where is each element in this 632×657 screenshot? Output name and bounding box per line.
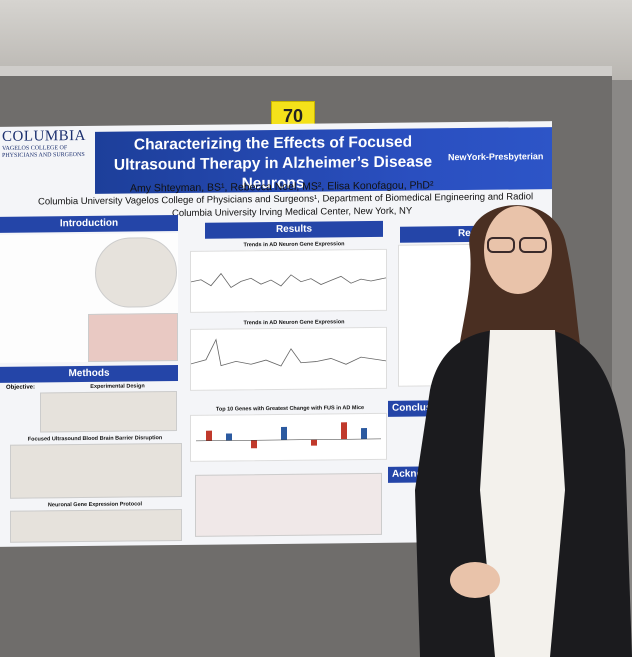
logo-subtitle: VAGELOS COLLEGE OF PHYSICIANS AND SURGEO… xyxy=(2,145,85,159)
line-plot xyxy=(190,272,387,289)
bar xyxy=(311,439,317,446)
intro-image xyxy=(88,313,178,362)
figure-title: Neuronal Gene Expression Protocol xyxy=(47,501,143,509)
figure-title: Trends in AD Neuron Gene Expression xyxy=(243,241,345,249)
bar xyxy=(281,426,287,440)
logo-name: COLUMBIA xyxy=(2,127,87,145)
bar xyxy=(361,428,367,440)
bar xyxy=(341,422,347,440)
figure-title: Trends in AD Neuron Gene Expression xyxy=(243,319,345,327)
figure xyxy=(190,412,387,462)
bar xyxy=(226,433,232,441)
plot-line xyxy=(190,338,387,367)
figure xyxy=(10,508,182,543)
logo: COLUMBIA VAGELOS COLLEGE OF PHYSICIANS A… xyxy=(2,128,92,163)
figure-title: Top 10 Genes with Greatest Change with F… xyxy=(215,405,365,413)
section-header: Methods xyxy=(0,365,178,383)
axis-line xyxy=(196,438,381,442)
figure xyxy=(10,442,182,499)
face xyxy=(484,206,552,294)
objective: Objective: xyxy=(6,384,36,391)
hands xyxy=(450,562,500,598)
blouse xyxy=(480,330,565,657)
figure-title: Experimental Design xyxy=(90,383,145,390)
plot-line xyxy=(190,272,387,289)
partner-logo: NewYork-Presbyterian xyxy=(448,151,544,163)
line-plot xyxy=(190,338,387,367)
figure xyxy=(190,248,387,313)
section-header: Introduction xyxy=(0,215,178,233)
section-header: Results xyxy=(205,220,383,239)
bar xyxy=(206,430,212,441)
figure xyxy=(40,391,177,433)
figure-title: Focused Ultrasound Blood Brain Barrier D… xyxy=(27,435,163,443)
figure xyxy=(190,326,387,391)
person xyxy=(415,205,632,657)
intro-image xyxy=(95,237,177,308)
bar xyxy=(251,440,257,449)
figure xyxy=(195,472,382,537)
poster: COLUMBIA VAGELOS COLLEGE OF PHYSICIANS A… xyxy=(0,121,552,547)
board-frame xyxy=(0,66,612,76)
affiliation: Columbia University Irving Medical Cente… xyxy=(172,205,413,220)
bar-plot xyxy=(196,422,381,449)
glasses xyxy=(519,237,547,253)
glasses xyxy=(487,237,515,253)
